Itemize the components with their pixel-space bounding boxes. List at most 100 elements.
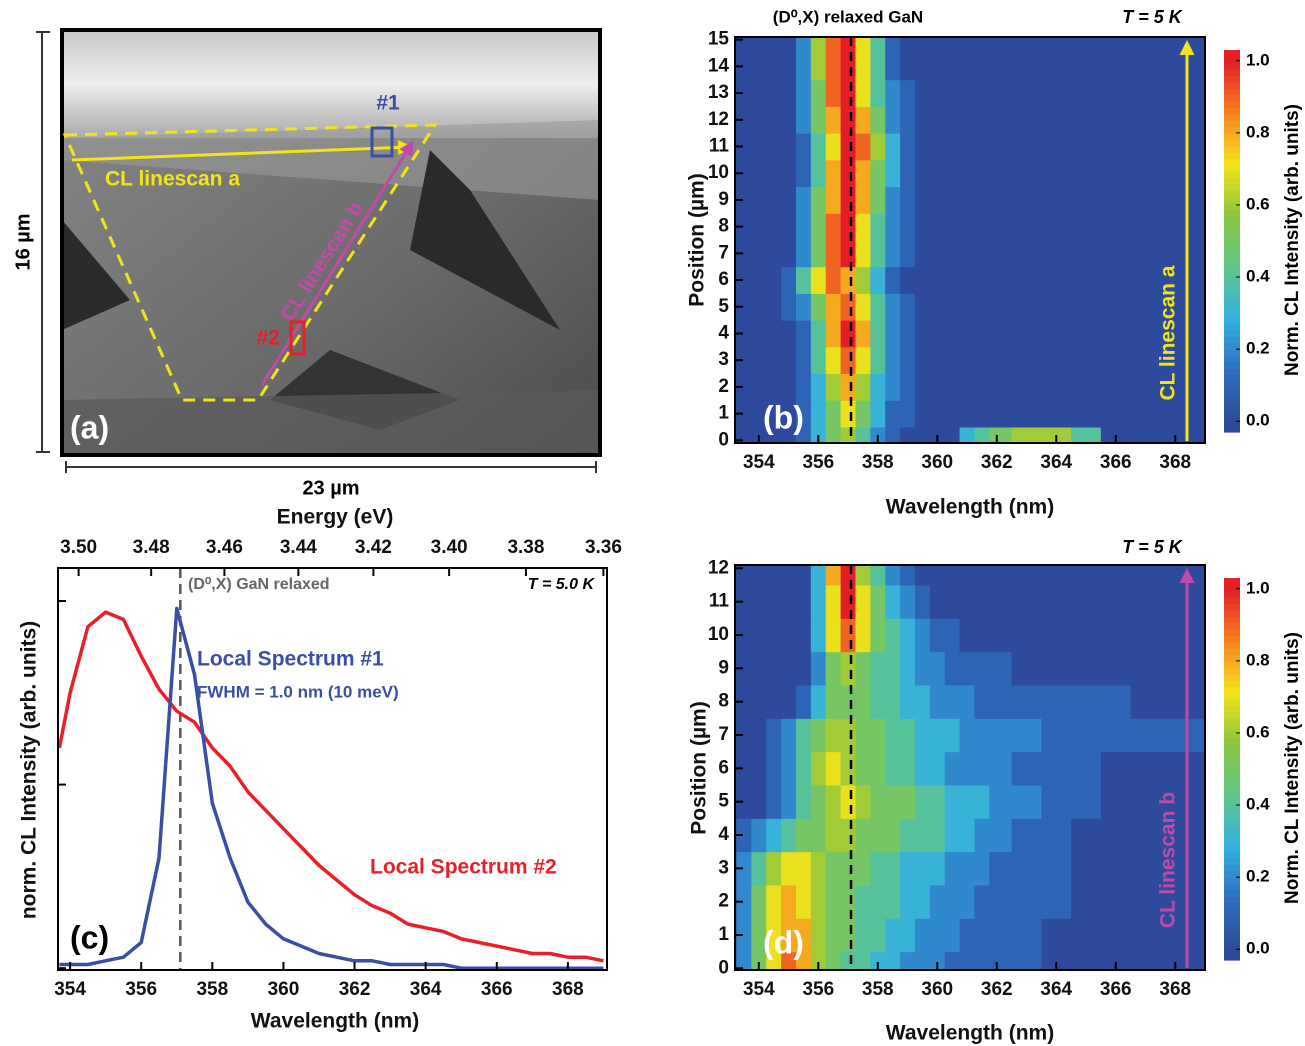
heatmap-cell bbox=[795, 53, 812, 81]
heatmap-cell bbox=[959, 818, 975, 853]
heatmap-cell bbox=[929, 186, 946, 214]
heatmap-cell bbox=[959, 400, 975, 428]
colorbar-segment bbox=[1224, 241, 1240, 248]
heatmap-cell bbox=[1130, 186, 1161, 214]
heatmap-cell bbox=[885, 133, 901, 161]
colorbar-segment bbox=[1224, 584, 1240, 592]
heatmap-cell bbox=[900, 426, 916, 443]
colorbar-segment bbox=[1224, 400, 1240, 408]
heatmap-cell bbox=[1011, 79, 1042, 107]
x-tick-label: 356 bbox=[802, 452, 834, 473]
colorbar-segment bbox=[1224, 330, 1240, 338]
colorbar-segment bbox=[1224, 62, 1240, 70]
colorbar-segment bbox=[1224, 673, 1240, 681]
heatmap-cell bbox=[1041, 585, 1072, 619]
heatmap-cell bbox=[855, 133, 871, 161]
colorbar-segment bbox=[1224, 272, 1240, 280]
heatmap-cell bbox=[736, 426, 752, 443]
heatmap-cell bbox=[944, 751, 961, 786]
heatmap-cell bbox=[825, 186, 842, 214]
heatmap-cell bbox=[885, 918, 901, 953]
heatmap-cell bbox=[825, 565, 842, 586]
heatmap-cell bbox=[1011, 373, 1042, 401]
heatmap-cell bbox=[810, 818, 827, 853]
heatmap-cell bbox=[1011, 951, 1042, 970]
heatmap-cell bbox=[766, 133, 782, 161]
heatmap-cell bbox=[1190, 186, 1205, 214]
heatmap-cell bbox=[900, 106, 916, 134]
heatmap-cell bbox=[766, 346, 782, 375]
heatmap-cell bbox=[795, 618, 812, 653]
heatmap-cell bbox=[914, 320, 931, 348]
heatmap-cell bbox=[736, 918, 752, 953]
heatmap-cell bbox=[870, 346, 886, 375]
heatmap-cell bbox=[736, 565, 752, 586]
heatmap-cell bbox=[929, 565, 946, 586]
heatmap-cell bbox=[1041, 186, 1072, 214]
colorbar-segment bbox=[1224, 902, 1240, 910]
heatmap-cell bbox=[810, 373, 827, 401]
heatmap-cell bbox=[1011, 106, 1042, 134]
heatmap-cell bbox=[766, 37, 782, 54]
y-tick-label: 14 bbox=[708, 55, 730, 76]
colorbar-tick-label: 0.8 bbox=[1246, 122, 1270, 141]
heatmap-cell bbox=[959, 951, 975, 970]
heatmap-cell bbox=[1100, 373, 1132, 401]
heatmap-cell bbox=[944, 651, 961, 686]
colorbar-segment bbox=[1224, 628, 1240, 636]
x-tick-label: 364 bbox=[1040, 452, 1072, 473]
heatmap-cell bbox=[795, 718, 812, 753]
heatmap-cell bbox=[1041, 373, 1072, 401]
heatmap-cell bbox=[959, 751, 975, 786]
heatmap-cell bbox=[870, 565, 886, 586]
heatmap-cell bbox=[944, 373, 961, 401]
heatmap-cell bbox=[781, 373, 797, 401]
heatmap-cell bbox=[1071, 651, 1102, 686]
heatmap-cell bbox=[885, 37, 901, 54]
heatmap-cell bbox=[959, 785, 975, 819]
heatmap-cell bbox=[751, 585, 767, 619]
heatmap-cell bbox=[900, 159, 916, 188]
heatmap-cell bbox=[989, 186, 1013, 214]
heatmap-cell bbox=[914, 79, 931, 107]
heatmap-cell bbox=[1011, 651, 1042, 686]
heatmap-cell bbox=[781, 685, 797, 719]
heatmap-cell bbox=[795, 37, 812, 54]
panel-label: (a) bbox=[70, 409, 109, 445]
heatmap-cell bbox=[914, 159, 931, 188]
x-axis-label: Wavelength (nm) bbox=[886, 1022, 1054, 1045]
heatmap-cell bbox=[766, 685, 782, 719]
heatmap-cell bbox=[795, 851, 812, 886]
heatmap-cell bbox=[1041, 213, 1072, 241]
heatmap-cell bbox=[736, 751, 752, 786]
heatmap-cell bbox=[795, 79, 812, 107]
heatmap-cell bbox=[855, 885, 871, 919]
heatmap-cell bbox=[766, 951, 782, 970]
heatmap-cell bbox=[795, 400, 812, 428]
heatmap-cell bbox=[736, 37, 752, 54]
heatmap-cell bbox=[989, 266, 1013, 294]
heatmap-cell bbox=[825, 213, 842, 241]
spectrum-line bbox=[58, 610, 604, 963]
colorbar-segment bbox=[1224, 266, 1240, 274]
heatmap-cell bbox=[914, 718, 931, 753]
colorbar-segment bbox=[1224, 190, 1240, 198]
plot-lines bbox=[58, 568, 604, 970]
heatmap-cell bbox=[870, 818, 886, 853]
heatmap-cell bbox=[795, 951, 812, 970]
x2-tick-label: 3.48 bbox=[133, 537, 170, 558]
heatmap-cell bbox=[929, 718, 946, 753]
heatmap-cell bbox=[855, 79, 871, 107]
heatmap-cell bbox=[1071, 213, 1102, 241]
heatmap-cell bbox=[825, 685, 842, 719]
heatmap-cell bbox=[795, 785, 812, 819]
heatmap-cell bbox=[974, 186, 990, 214]
heatmap-cell bbox=[914, 186, 931, 214]
heatmap-cell bbox=[989, 685, 1013, 719]
y-tick-label: 7 bbox=[718, 242, 729, 263]
heatmap-cell bbox=[1011, 426, 1042, 443]
heatmap-cell bbox=[751, 951, 767, 970]
heatmap-cell bbox=[914, 37, 931, 54]
heatmap-cell bbox=[1071, 79, 1102, 107]
